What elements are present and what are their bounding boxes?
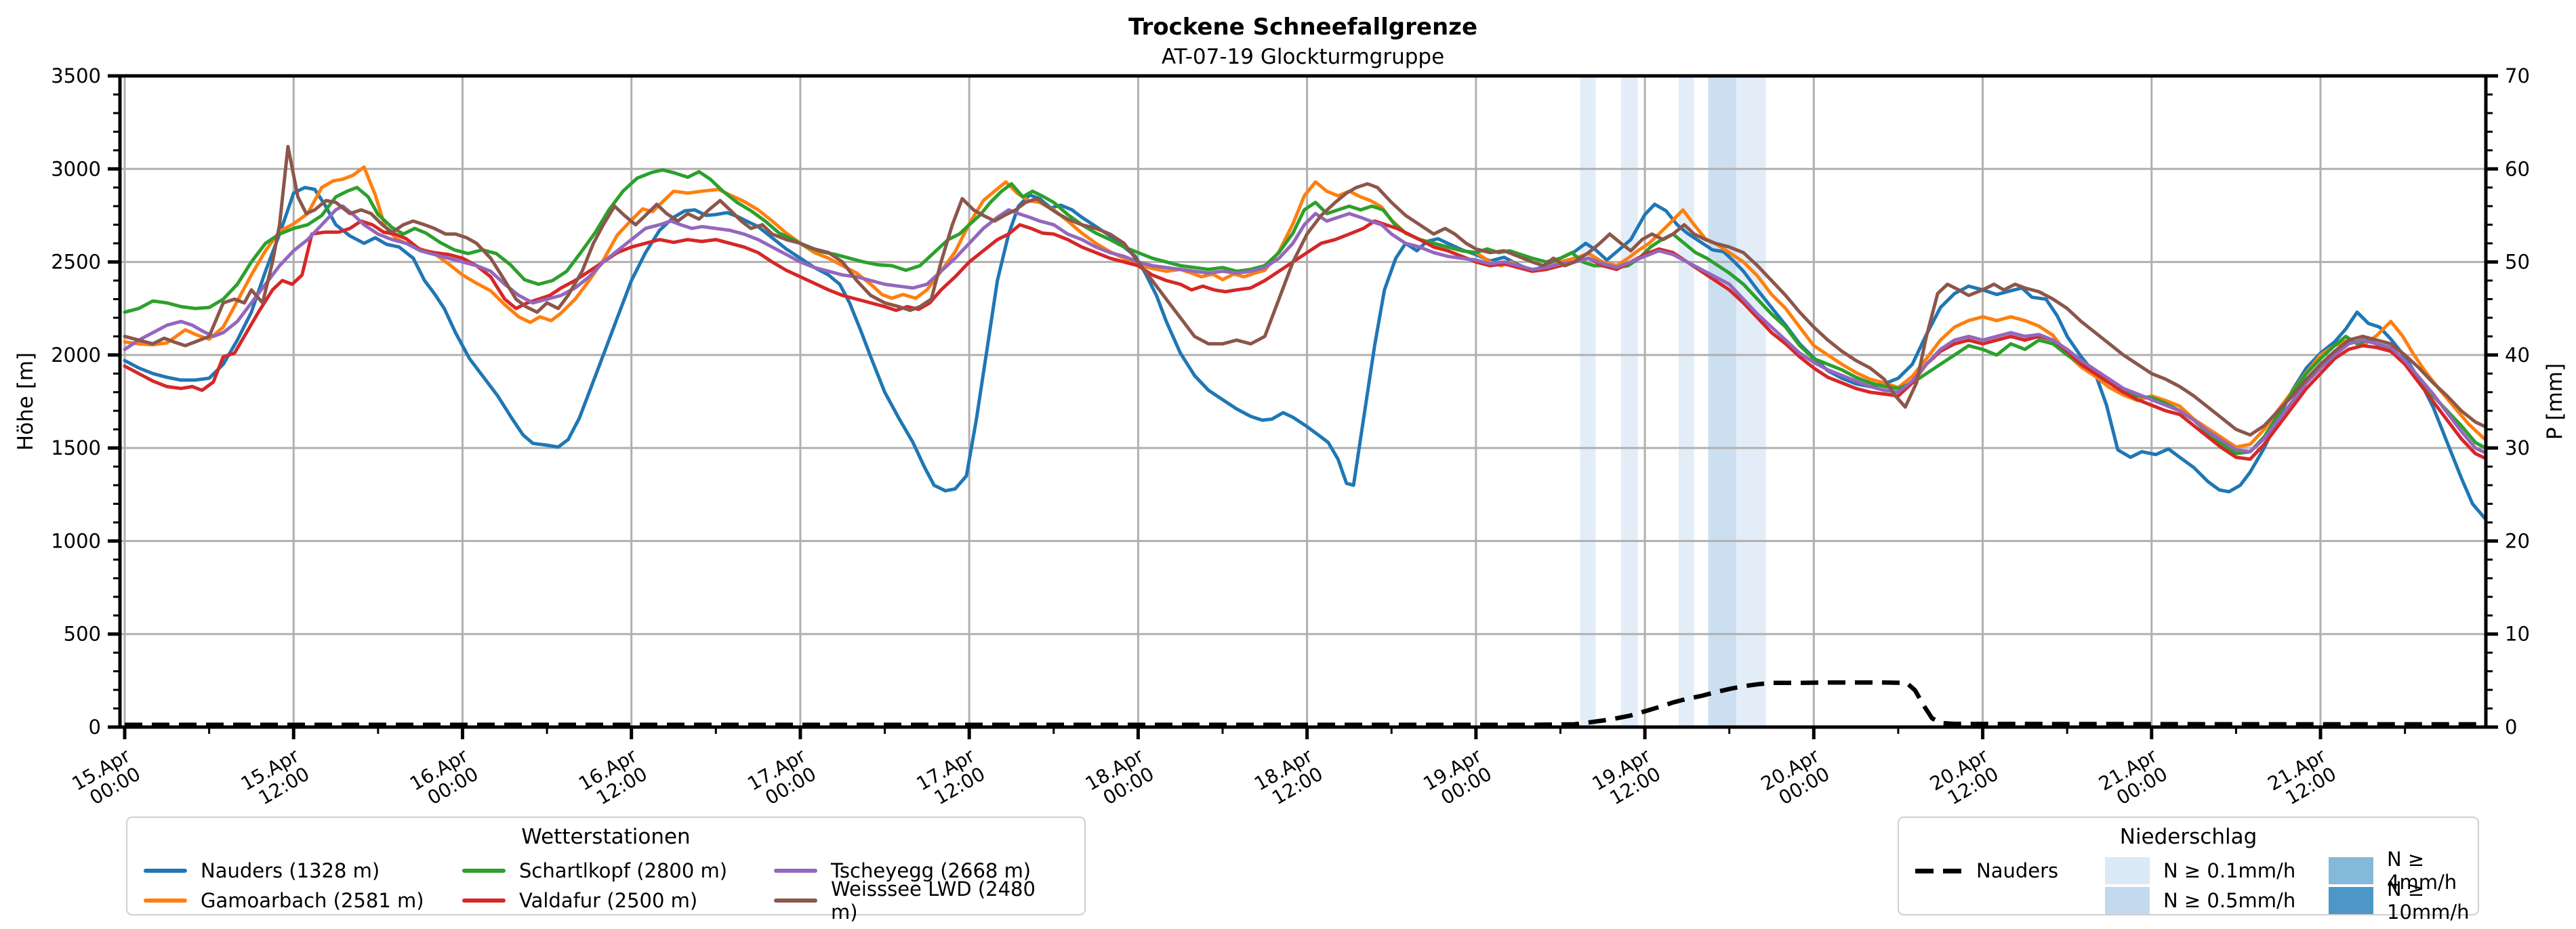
precip-line-nauders — [125, 680, 2485, 727]
y-right-tick-label: 30 — [2505, 436, 2530, 459]
series-line-schartlkopf — [123, 168, 2487, 455]
y-right-axis-label: P [mm] — [2543, 363, 2567, 440]
legend-precip-title: Niederschlag — [2119, 825, 2257, 849]
x-tick-label: 20.Apr12:00 — [1926, 744, 2003, 813]
legend-line-swatch-icon — [774, 869, 817, 873]
precip-band-4 — [1736, 76, 1766, 727]
y-right-tick-label: 0 — [2505, 716, 2517, 739]
legend-precip-band-item-label: N ≥ 10mm/h — [2387, 878, 2470, 924]
chart-header: Trockene Schneefallgrenze AT-07-19 Glock… — [120, 14, 2486, 69]
legend-band-swatch-icon — [2105, 857, 2150, 884]
legend-station-label: Weisssee LWD (2480 m) — [831, 878, 1036, 924]
legend-precip-band-item: N ≥ 0.1mm/h — [2105, 857, 2329, 884]
x-tick-label: 17.Apr12:00 — [913, 744, 989, 813]
series-line-valdafur — [123, 219, 2487, 461]
legend-station-item: Weisssee LWD (2480 m) — [774, 878, 1068, 924]
legend-station-label: Valdafur (2500 m) — [519, 889, 698, 912]
legend-precip-nauders: Nauders — [1915, 859, 2105, 882]
x-tick-label: 17.Apr00:00 — [743, 744, 820, 813]
precip-band-2 — [1678, 76, 1694, 727]
legend-precip-band-item-label: N ≥ 4mm/h — [2387, 848, 2457, 894]
x-tick-label: 16.Apr12:00 — [575, 744, 651, 813]
precip-band-1 — [1620, 76, 1638, 727]
legend-precip-band-item: N ≥ 4mm/h — [2329, 848, 2470, 894]
legend-station-label: Tscheyegg (2668 m) — [831, 859, 1031, 882]
x-tick-label: 16.Apr00:00 — [406, 744, 483, 813]
legend-station-item: Gamoarbach (2581 m) — [144, 889, 462, 912]
y-right-tick-label: 20 — [2505, 529, 2530, 552]
legend-stations-items: Nauders (1328 m) Gamoarbach (2581 m) Schar… — [144, 856, 1068, 924]
chart-subtitle: AT-07-19 Glockturmgruppe — [1161, 45, 1445, 69]
series-line-tscheyegg — [123, 204, 2487, 455]
legend-station-item: Tscheyegg (2668 m) — [774, 859, 1068, 882]
y-right-tick-label: 60 — [2505, 157, 2530, 180]
legend-station-item: Valdafur (2500 m) — [462, 889, 774, 912]
y-left-tick-label: 1500 — [51, 436, 101, 459]
legend-station-item: Schartlkopf (2800 m) — [462, 859, 774, 882]
x-tick-label: 21.Apr12:00 — [2264, 744, 2340, 813]
legend-band-swatch-icon — [2329, 857, 2373, 884]
x-tick-label: 18.Apr12:00 — [1250, 744, 1327, 813]
legend-line-swatch-icon — [774, 899, 817, 903]
legend-station-label: Schartlkopf (2800 m) — [519, 859, 728, 882]
precip-band-3 — [1708, 76, 1737, 727]
legend-line-swatch-icon — [144, 899, 187, 903]
legend-line-swatch-icon — [462, 899, 506, 903]
legend-precip-band-item-label: N ≥ 0.5mm/h — [2163, 889, 2296, 912]
legend-dashed-line-icon — [1915, 868, 1963, 873]
x-tick-label: 19.Apr12:00 — [1589, 744, 1665, 813]
y-left-axis-label: Höhe [m] — [14, 352, 38, 451]
x-tick-label: 15.Apr00:00 — [68, 744, 144, 813]
y-left-tick-label: 500 — [64, 623, 101, 646]
x-tick-label: 18.Apr00:00 — [1082, 744, 1158, 813]
y-right-tick-label: 50 — [2505, 251, 2530, 274]
series-line-nauders — [123, 186, 2487, 520]
legend-line-swatch-icon — [144, 869, 187, 873]
legend-station-label: Nauders (1328 m) — [201, 859, 380, 882]
plot-border — [118, 74, 2488, 729]
y-right-tick-label: 40 — [2505, 344, 2530, 367]
legend-precip-band-item: N ≥ 0.5mm/h — [2105, 887, 2329, 914]
legend-precip-nauders-label: Nauders — [1976, 859, 2059, 882]
y-left-tick-label: 0 — [89, 716, 101, 739]
legend-precip-items: Nauders N ≥ 0.1mm/h N ≥ 0.5mm/h N ≥ 4mm/h N … — [1915, 848, 2470, 924]
legend-band-swatch-icon — [2105, 887, 2150, 914]
x-tick-label: 15.Apr12:00 — [237, 744, 314, 813]
legend-precip-band-item: N ≥ 10mm/h — [2329, 878, 2470, 924]
legend-weather-stations: Wetterstationen Nauders (1328 m) Gamoarba… — [126, 817, 1086, 924]
legend-line-swatch-icon — [462, 869, 506, 873]
x-tick-label: 21.Apr00:00 — [2095, 744, 2171, 813]
y-left-tick-label: 3000 — [51, 157, 101, 180]
legend-station-label: Gamoarbach (2581 m) — [201, 889, 424, 912]
y-left-tick-label: 1000 — [51, 529, 101, 552]
y-left-tick-label: 2000 — [51, 344, 101, 367]
legend-band-swatch-icon — [2329, 887, 2373, 914]
y-left-tick-label: 3500 — [51, 64, 101, 87]
legend-precip-band-item-label: N ≥ 0.1mm/h — [2163, 859, 2296, 882]
x-tick-label: 20.Apr00:00 — [1757, 744, 1834, 813]
legend-stations-title: Wetterstationen — [521, 825, 691, 849]
legend-precipitation: Niederschlag Nauders N ≥ 0.1mm/h N ≥ 0.5mm… — [1898, 817, 2479, 924]
y-right-tick-label: 10 — [2505, 623, 2530, 646]
series-line-weisssee — [123, 144, 2487, 437]
legend-station-item: Nauders (1328 m) — [144, 859, 462, 882]
precip-band-0 — [1580, 76, 1596, 727]
y-right-tick-label: 70 — [2505, 64, 2530, 87]
chart-title: Trockene Schneefallgrenze — [1128, 14, 1478, 41]
y-left-tick-label: 2500 — [51, 251, 101, 274]
x-tick-label: 19.Apr00:00 — [1419, 744, 1496, 813]
